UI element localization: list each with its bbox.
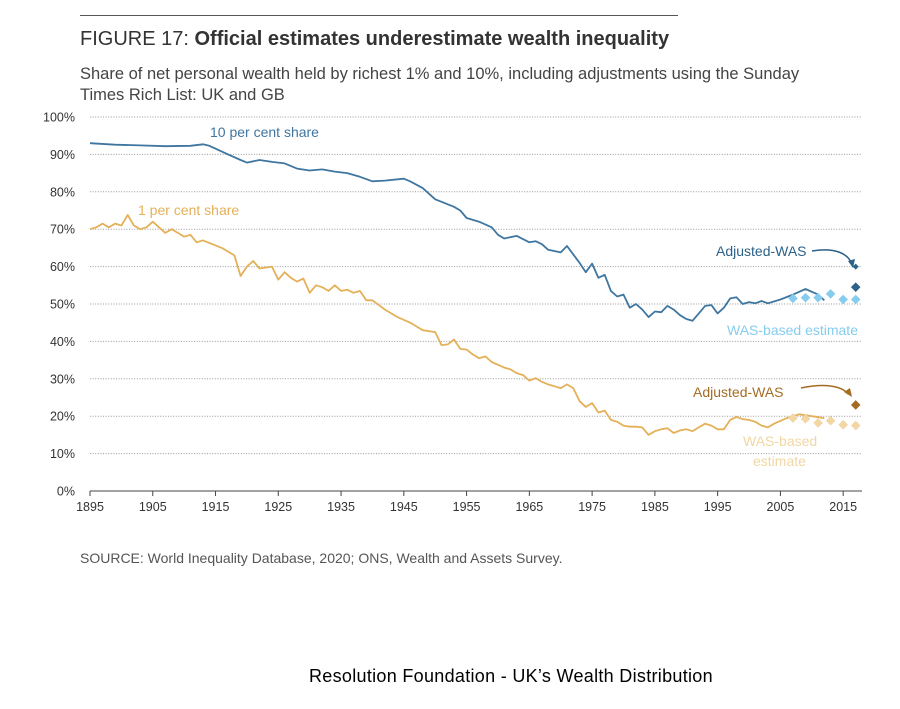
x-tick-label: 2005 [767,500,795,514]
label-1-per-cent-share: 1 per cent share [138,202,239,218]
top-rule [80,15,678,16]
adj10-marker [852,263,859,270]
y-tick-label: 50% [50,298,75,312]
label-10-per-cent-share: 10 per cent share [210,124,319,140]
y-tick-label: 40% [50,335,75,349]
was1-marker [813,418,823,428]
y-tick-label: 10% [50,447,75,461]
x-tick-label: 1995 [704,500,732,514]
arrowhead-adjusted-was-10 [848,259,855,268]
gridlines [90,116,862,455]
source-note: SOURCE: World Inequality Database, 2020;… [80,550,563,566]
y-tick-label: 80% [50,185,75,199]
figure-label: FIGURE 17: [80,28,189,50]
y-tick-label: 0% [57,485,75,499]
was1-marker [850,420,861,431]
y-tick-label: 30% [50,372,75,386]
chart: 0% 10% 20% 30% 40% 50% 60% 70% 80% 90% 100% 1895 19… [43,111,862,514]
y-tick-label: 90% [50,148,75,162]
was1-marker [800,414,811,424]
arrowhead-adjusted-was-1 [844,388,852,397]
series-markers [788,263,861,431]
y-tick-label: 70% [50,223,75,237]
top10-line [89,142,825,322]
was1-marker [788,413,798,423]
was10-marker [838,294,848,305]
x-tick-label: 2015 [829,500,857,514]
y-tick-label: 60% [50,260,75,274]
arrow-adjusted-was-1 [800,384,849,395]
x-tick-label: 1975 [578,500,606,514]
label-adjusted-was-1: Adjusted-WAS [693,384,784,400]
adj1-marker [850,400,861,410]
y-tick-label: 20% [50,410,75,424]
x-tick-label: 1925 [264,500,292,514]
figure-title-text: Official estimates underestimate wealth … [194,28,670,50]
x-axis-ticks: 1895 1905 1915 1925 1935 1945 1955 1965 1975 1985… [76,491,857,514]
annotations: 10 per cent share 1 per cent share Adjus… [138,124,858,469]
x-tick-label: 1965 [515,500,543,514]
was10-marker [813,292,823,303]
was10-marker [800,292,811,303]
adj10-marker [850,282,861,292]
was1-marker [825,415,836,426]
x-tick-label: 1985 [641,500,669,514]
x-tick-label: 1935 [327,500,355,514]
was10-marker [850,294,861,305]
x-tick-label: 1905 [139,500,167,514]
caption: Resolution Foundation - UK’s Wealth Dist… [309,666,713,686]
arrow-adjusted-was-10 [811,249,853,265]
was10-marker [788,293,798,304]
series-lines [89,142,825,436]
was10-marker [825,289,836,299]
label-adjusted-was-10: Adjusted-WAS [716,243,807,259]
label-was-based-estimate-1-line1: WAS-based [743,433,817,449]
top1-line [89,214,825,436]
figure-subtitle: Share of net personal wealth held by ric… [80,65,800,104]
label-was-based-estimate-10: WAS-based estimate [727,322,858,338]
x-tick-label: 1895 [76,500,104,514]
x-tick-label: 1955 [453,500,481,514]
y-tick-label: 100% [43,111,75,125]
figure-title: FIGURE 17: Official estimates underestim… [80,28,669,51]
y-axis-ticks: 0% 10% 20% 30% 40% 50% 60% 70% 80% 90% 100% [43,111,75,499]
was1-marker [838,420,848,430]
x-tick-label: 1915 [202,500,230,514]
label-was-based-estimate-1-line2: estimate [753,453,806,469]
x-tick-label: 1945 [390,500,418,514]
